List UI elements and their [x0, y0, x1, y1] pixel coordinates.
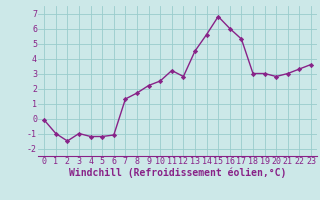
X-axis label: Windchill (Refroidissement éolien,°C): Windchill (Refroidissement éolien,°C)	[69, 168, 286, 178]
